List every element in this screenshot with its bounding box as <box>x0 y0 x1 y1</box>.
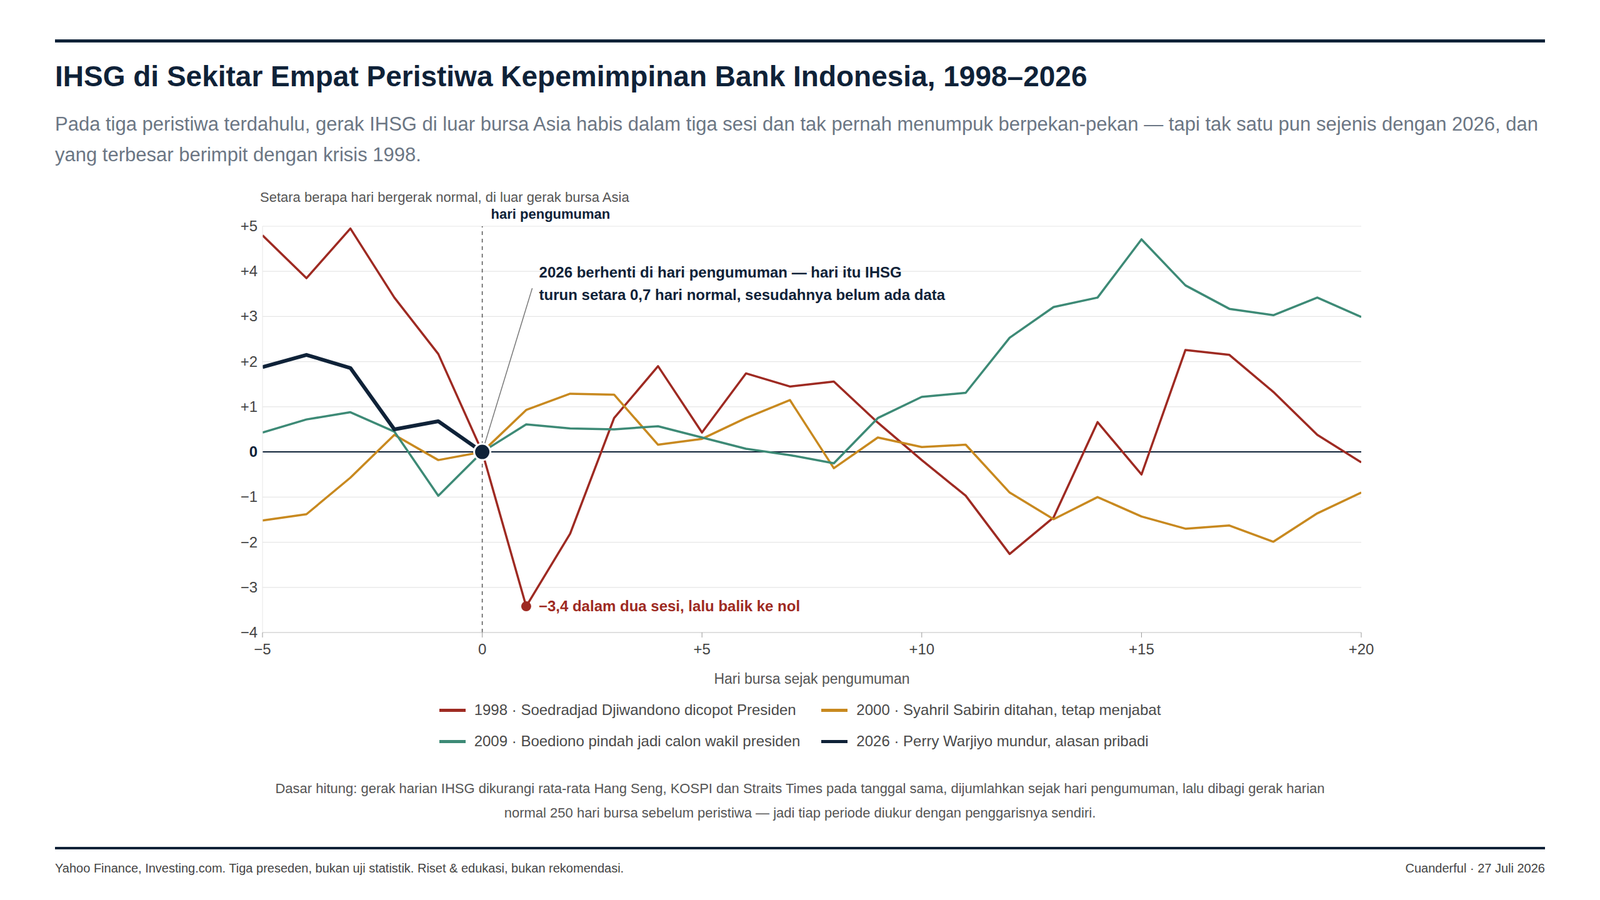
html-text:Pada tiga peristiwa terdahulu,: Pada tiga peristiwa terdahulu, gerak IHS… <box>55 113 1539 166</box>
svg-text:−1: −1 <box>240 488 258 505</box>
html-text:IHSG di Sekitar Empat Peristiw: IHSG di Sekitar Empat Peristiwa Kepemimp… <box>55 60 1088 93</box>
svg-text:hari pengumuman: hari pengumuman <box>491 206 611 222</box>
svg-text:2026 berhenti di hari pengumum: 2026 berhenti di hari pengumuman — hari … <box>539 263 902 281</box>
svg-text:+5: +5 <box>693 640 711 658</box>
svg-text:+2: +2 <box>240 353 258 370</box>
html-text:Cuanderful · 27 Juli 2026: Cuanderful · 27 Juli 2026 <box>1405 861 1545 875</box>
svg-text:−2: −2 <box>240 533 258 551</box>
html-text:2009 · Boediono pindah jadi ca: 2009 · Boediono pindah jadi calon wakil … <box>474 732 801 750</box>
svg-text:−3,4 dalam dua sesi, lalu bali: −3,4 dalam dua sesi, lalu balik ke nol <box>538 597 800 615</box>
svg-text:+4: +4 <box>240 262 258 280</box>
svg-text:+5: +5 <box>240 217 258 235</box>
svg-text:turun setara 0,7 hari normal,: turun setara 0,7 hari normal, sesudahnya… <box>539 286 946 304</box>
svg-text:0: 0 <box>249 443 258 460</box>
svg-text:Hari bursa sejak pengumuman: Hari bursa sejak pengumuman <box>713 670 910 687</box>
svg-text:+15: +15 <box>1128 640 1155 658</box>
svg-text:+3: +3 <box>240 307 258 325</box>
html-text:1998 · Soedradjad Djiwandono d: 1998 · Soedradjad Djiwandono dicopot Pre… <box>474 701 797 719</box>
svg-text:+20: +20 <box>1348 640 1375 658</box>
svg-text:−5: −5 <box>253 640 271 658</box>
html-text:2000 · Syahril Sabirin ditahan: 2000 · Syahril Sabirin ditahan, tetap me… <box>856 701 1161 719</box>
svg-text:−4: −4 <box>240 623 258 641</box>
html-text:2026 · Perry Warjiyo mundur, a: 2026 · Perry Warjiyo mundur, alasan prib… <box>856 732 1149 750</box>
svg-text:0: 0 <box>478 640 487 658</box>
html-text:Yahoo Finance, Investing.com.: Yahoo Finance, Investing.com. Tiga prese… <box>55 861 624 875</box>
svg-text:+10: +10 <box>908 640 935 658</box>
svg-text:+1: +1 <box>240 398 258 415</box>
html-text:Dasar hitung: gerak harian IHS: Dasar hitung: gerak harian IHSG dikurang… <box>275 780 1325 821</box>
html-text:Setara berapa hari bergerak no: Setara berapa hari bergerak normal, di l… <box>260 189 630 205</box>
svg-text:−3: −3 <box>240 578 258 596</box>
